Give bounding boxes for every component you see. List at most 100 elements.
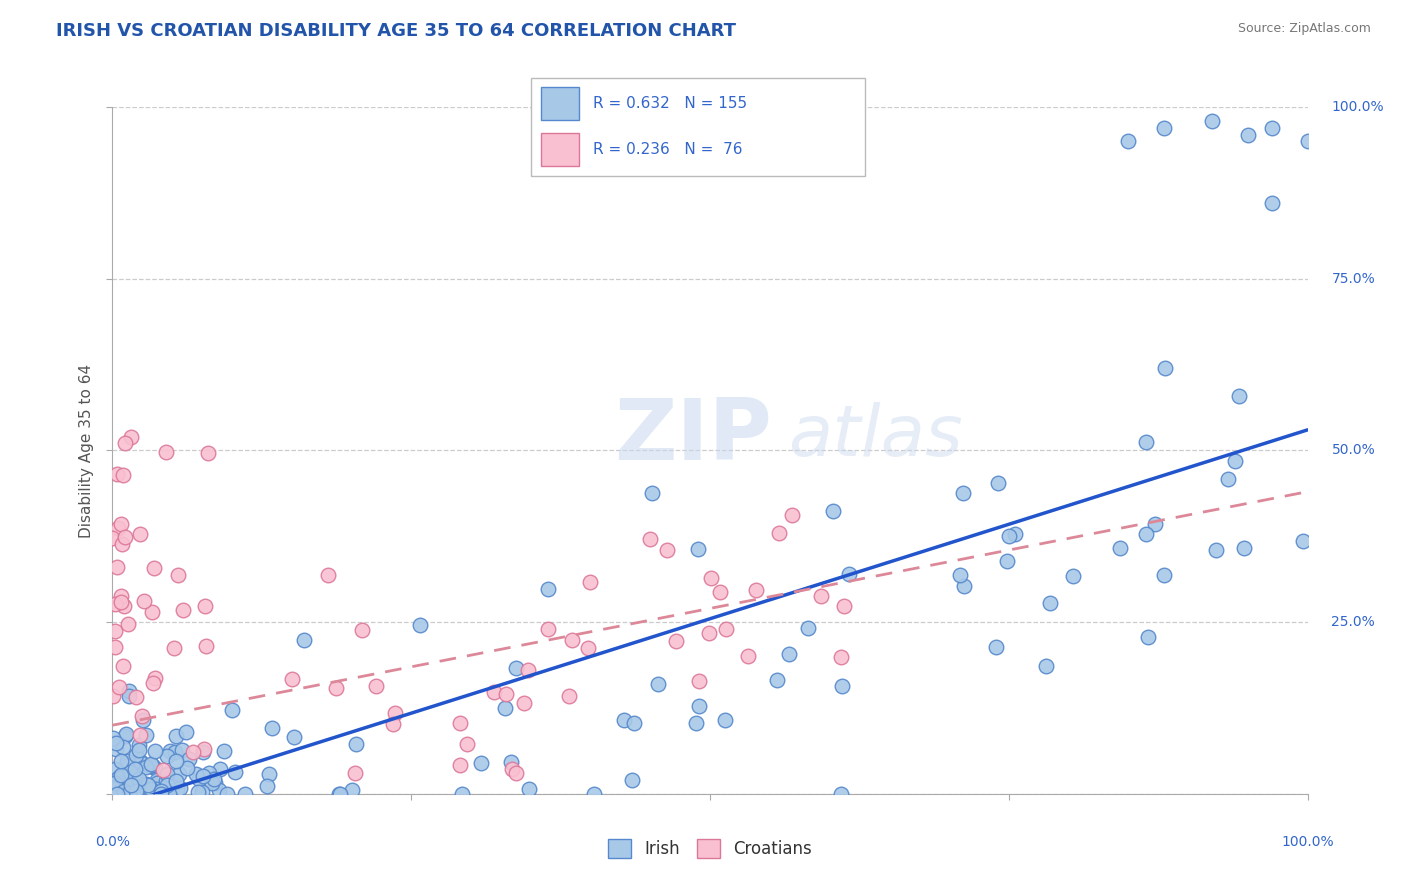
Point (120, 765, 142, 780)
Point (449, 757, 471, 772)
Point (1153, 568, 1175, 582)
Point (172, 603, 194, 617)
Text: IRISH VS CROATIAN DISABILITY AGE 35 TO 64 CORRELATION CHART: IRISH VS CROATIAN DISABILITY AGE 35 TO 6… (56, 22, 737, 40)
Point (172, 743, 194, 757)
Point (124, 767, 146, 781)
Point (1135, 434, 1157, 449)
Point (129, 756, 152, 770)
Point (129, 780, 152, 794)
Point (830, 649, 852, 664)
Point (169, 781, 191, 796)
Point (364, 679, 387, 693)
Point (153, 784, 176, 798)
Point (1039, 596, 1062, 610)
Point (576, 640, 599, 655)
Point (340, 783, 363, 797)
Point (191, 784, 214, 798)
Point (456, 737, 478, 751)
Point (1205, 543, 1227, 558)
Point (657, 542, 679, 557)
Point (797, 621, 820, 635)
Point (1233, 541, 1256, 555)
Point (105, 560, 128, 574)
Point (995, 554, 1018, 568)
Point (329, 787, 352, 801)
Text: 100.0%: 100.0% (1281, 835, 1334, 849)
Point (517, 663, 540, 677)
Point (344, 737, 367, 751)
Point (142, 676, 165, 690)
Point (105, 467, 128, 481)
Point (1201, 113, 1223, 128)
Point (745, 583, 768, 598)
Point (1144, 516, 1167, 531)
Point (1062, 568, 1084, 582)
Point (217, 787, 239, 801)
Point (110, 754, 132, 768)
Point (159, 744, 181, 758)
FancyBboxPatch shape (541, 133, 579, 166)
Point (115, 776, 138, 790)
Point (952, 486, 974, 500)
Point (120, 778, 142, 792)
Text: 25.0%: 25.0% (1331, 615, 1375, 629)
Point (124, 763, 146, 777)
Point (1292, 533, 1315, 548)
Point (495, 687, 517, 701)
Point (114, 436, 136, 450)
Point (114, 729, 136, 743)
Point (193, 742, 215, 756)
Point (107, 680, 129, 694)
Point (257, 767, 280, 781)
Point (114, 727, 136, 741)
Point (110, 768, 132, 782)
Point (638, 532, 661, 546)
Point (350, 623, 373, 637)
Point (135, 760, 157, 774)
Point (1296, 134, 1319, 148)
Point (208, 783, 231, 797)
Point (328, 787, 350, 801)
Point (583, 787, 606, 801)
Point (149, 787, 172, 801)
Point (138, 779, 160, 793)
Point (700, 571, 723, 585)
Point (163, 745, 186, 759)
Point (186, 785, 208, 799)
Point (281, 672, 304, 686)
Point (103, 782, 125, 797)
Point (198, 766, 221, 780)
Point (470, 756, 492, 770)
Point (986, 640, 1008, 654)
Point (830, 787, 852, 801)
Point (623, 715, 645, 730)
Point (209, 762, 232, 776)
Point (505, 766, 527, 780)
Point (104, 742, 127, 756)
Point (146, 776, 169, 790)
Point (143, 761, 166, 775)
Point (537, 622, 560, 636)
Point (316, 568, 339, 582)
Point (1225, 454, 1247, 468)
Point (233, 787, 256, 801)
Point (262, 721, 284, 735)
Point (166, 781, 188, 796)
Point (184, 767, 207, 781)
Point (129, 728, 152, 742)
Point (953, 579, 976, 593)
Point (165, 773, 187, 788)
Point (155, 445, 177, 459)
Point (111, 768, 134, 782)
Point (194, 639, 217, 653)
Point (124, 748, 146, 763)
Point (256, 779, 278, 793)
Point (110, 595, 132, 609)
Point (838, 566, 860, 581)
Text: 100.0%: 100.0% (1331, 100, 1384, 114)
Point (1137, 630, 1160, 644)
Point (949, 568, 972, 582)
Point (131, 709, 153, 723)
Point (156, 778, 179, 792)
Point (114, 772, 136, 787)
